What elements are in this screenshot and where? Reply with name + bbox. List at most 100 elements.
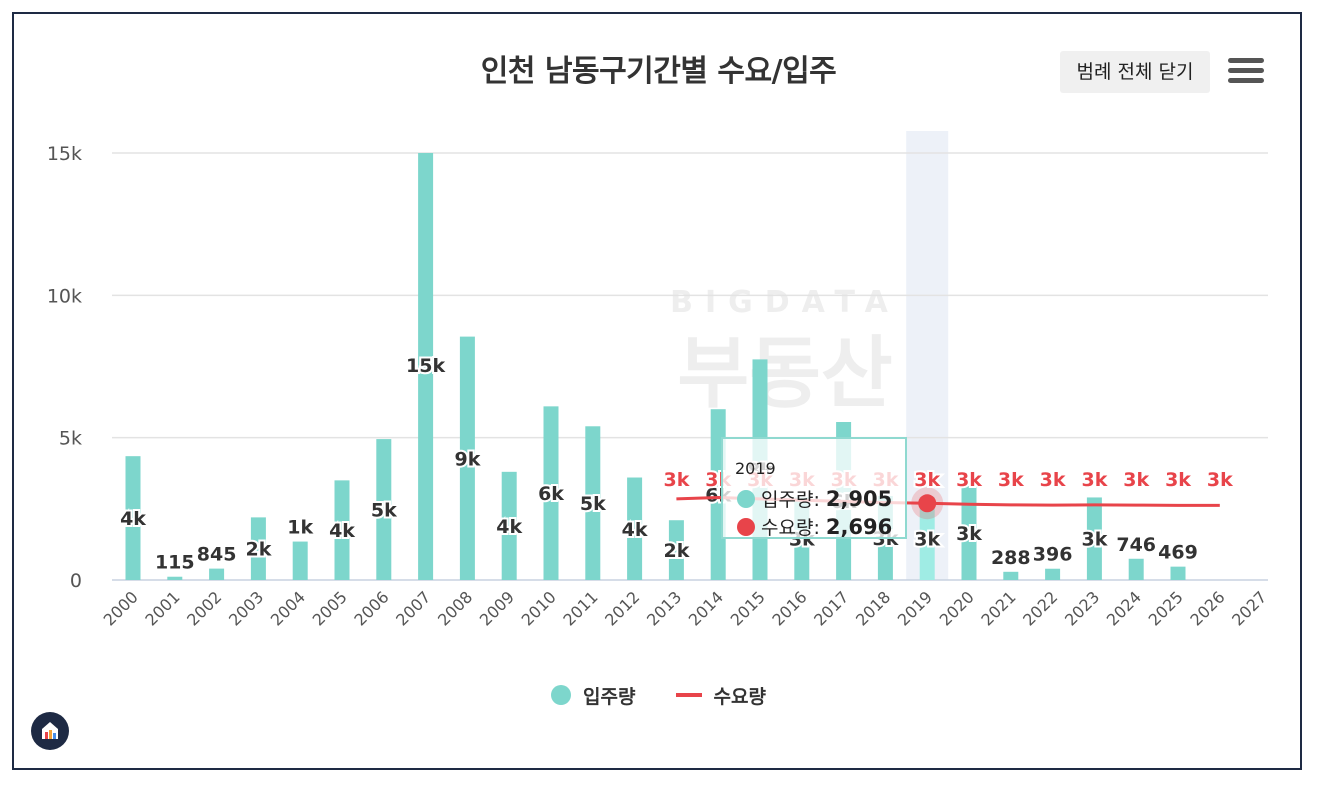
line-data-label: 3k: [1207, 469, 1233, 491]
x-tick-label: 2002: [183, 587, 225, 629]
bar-data-label: 15k: [406, 355, 445, 377]
bar: [459, 336, 475, 580]
bar-data-label: 4k: [120, 508, 146, 530]
bar-data-label: 3k: [1081, 529, 1107, 551]
tooltip-year: 2019: [735, 459, 776, 478]
bar: [501, 471, 517, 580]
bar-data-label: 469: [1158, 542, 1198, 564]
y-tick-label: 15k: [47, 143, 82, 165]
bar: [1003, 571, 1019, 580]
menu-bar: [1228, 58, 1264, 63]
bar-data-label: 1k: [287, 517, 313, 539]
bar: [961, 486, 977, 580]
line-data-label: 3k: [1165, 469, 1191, 491]
legend-label-demand: 수요량: [713, 685, 766, 708]
x-tick-label: 2006: [350, 587, 392, 629]
bar-data-label: 3k: [914, 529, 940, 551]
x-tick-label: 2014: [685, 587, 727, 629]
x-tick-label: 2022: [1019, 587, 1061, 629]
bar: [919, 497, 935, 580]
occupancy-dot-icon: [737, 489, 755, 508]
x-tick-label: 2016: [768, 587, 810, 629]
bar: [668, 520, 684, 580]
x-tick-label: 2025: [1145, 587, 1187, 629]
x-tick-label: 2007: [392, 587, 434, 629]
y-tick-label: 0: [70, 570, 82, 592]
x-tick-label: 2024: [1103, 587, 1145, 629]
line-data-label: 3k: [1123, 469, 1149, 491]
bar: [418, 153, 434, 580]
bar: [334, 480, 350, 580]
bar: [1170, 566, 1186, 580]
brand-logo-icon: [31, 712, 69, 750]
x-tick-label: 2015: [727, 587, 769, 629]
bar: [125, 456, 141, 580]
menu-bar: [1228, 68, 1264, 73]
y-tick-label: 5k: [59, 428, 82, 450]
line-data-label: 3k: [956, 469, 982, 491]
bar-data-label: 5k: [371, 500, 397, 522]
occupancy-legend-icon: [551, 685, 572, 705]
tooltip-row2-value: 2,696: [825, 514, 893, 539]
x-tick-label: 2009: [476, 587, 518, 629]
y-tick-label: 10k: [47, 285, 82, 307]
x-tick-label: 2019: [894, 587, 936, 629]
x-tick-label: 2027: [1228, 587, 1270, 629]
x-tick-label: 2012: [601, 587, 643, 629]
bar: [167, 576, 183, 580]
bar-data-label: 9k: [454, 448, 480, 470]
x-tick-label: 2021: [977, 587, 1019, 629]
bar-data-label: 845: [197, 544, 237, 566]
bar: [250, 517, 266, 580]
bar-data-label: 288: [991, 547, 1031, 569]
menu-icon[interactable]: [1228, 58, 1264, 88]
tooltip: 2019 입주량: 2,905 수요량: 2,696: [721, 437, 907, 539]
x-tick-label: 2004: [267, 587, 309, 629]
legend-toggle-button[interactable]: 범례 전체 닫기: [1060, 51, 1210, 93]
bar-data-label: 2k: [245, 539, 271, 561]
bar-data-label: 4k: [622, 519, 648, 541]
watermark-text: 부동산: [677, 329, 892, 419]
line-data-label: 3k: [663, 469, 689, 491]
line-data-label: 3k: [1040, 469, 1066, 491]
x-tick-label: 2020: [936, 587, 978, 629]
bar: [209, 568, 225, 580]
legend-label-occupancy: 입주량: [583, 685, 636, 708]
line-data-label: 3k: [1081, 469, 1107, 491]
bar: [585, 426, 601, 580]
chart-frame: [12, 12, 1302, 770]
bar: [292, 541, 308, 580]
bar-data-label: 5k: [580, 493, 606, 515]
bar: [1128, 558, 1144, 580]
demand-legend-icon: [675, 693, 702, 697]
bar: [376, 439, 392, 580]
bar: [1045, 568, 1061, 580]
bar: [543, 406, 559, 580]
x-tick-label: 2000: [100, 587, 142, 629]
tooltip-row-demand: 수요량: 2,696: [737, 513, 892, 540]
chart-title: 인천 남동구기간별 수요/입주: [480, 54, 837, 89]
tooltip-row2-label: 수요량:: [761, 517, 820, 539]
watermark-text: BIGDATA: [670, 285, 900, 320]
legend-item-occupancy[interactable]: 입주량: [551, 682, 636, 709]
x-tick-label: 2017: [810, 587, 852, 629]
x-tick-label: 2026: [1186, 587, 1228, 629]
bar-data-label: 4k: [329, 520, 355, 542]
bar-data-label: 396: [1033, 544, 1073, 566]
legend-item-demand[interactable]: 수요량: [675, 682, 766, 709]
bar-data-label: 746: [1116, 534, 1156, 556]
x-tick-label: 2003: [225, 587, 267, 629]
x-tick-label: 2018: [852, 587, 894, 629]
bar-data-label: 4k: [496, 516, 522, 538]
x-tick-label: 2005: [309, 587, 351, 629]
line-data-label: 3k: [998, 469, 1024, 491]
tooltip-row-occupancy: 입주량: 2,905: [737, 485, 892, 512]
x-tick-label: 2011: [559, 587, 601, 629]
x-tick-label: 2023: [1061, 587, 1103, 629]
bar-data-label: 6k: [538, 483, 564, 505]
x-tick-label: 2010: [518, 587, 560, 629]
menu-bar: [1228, 78, 1264, 83]
bar: [627, 477, 643, 580]
bar-data-label: 2k: [663, 540, 689, 562]
